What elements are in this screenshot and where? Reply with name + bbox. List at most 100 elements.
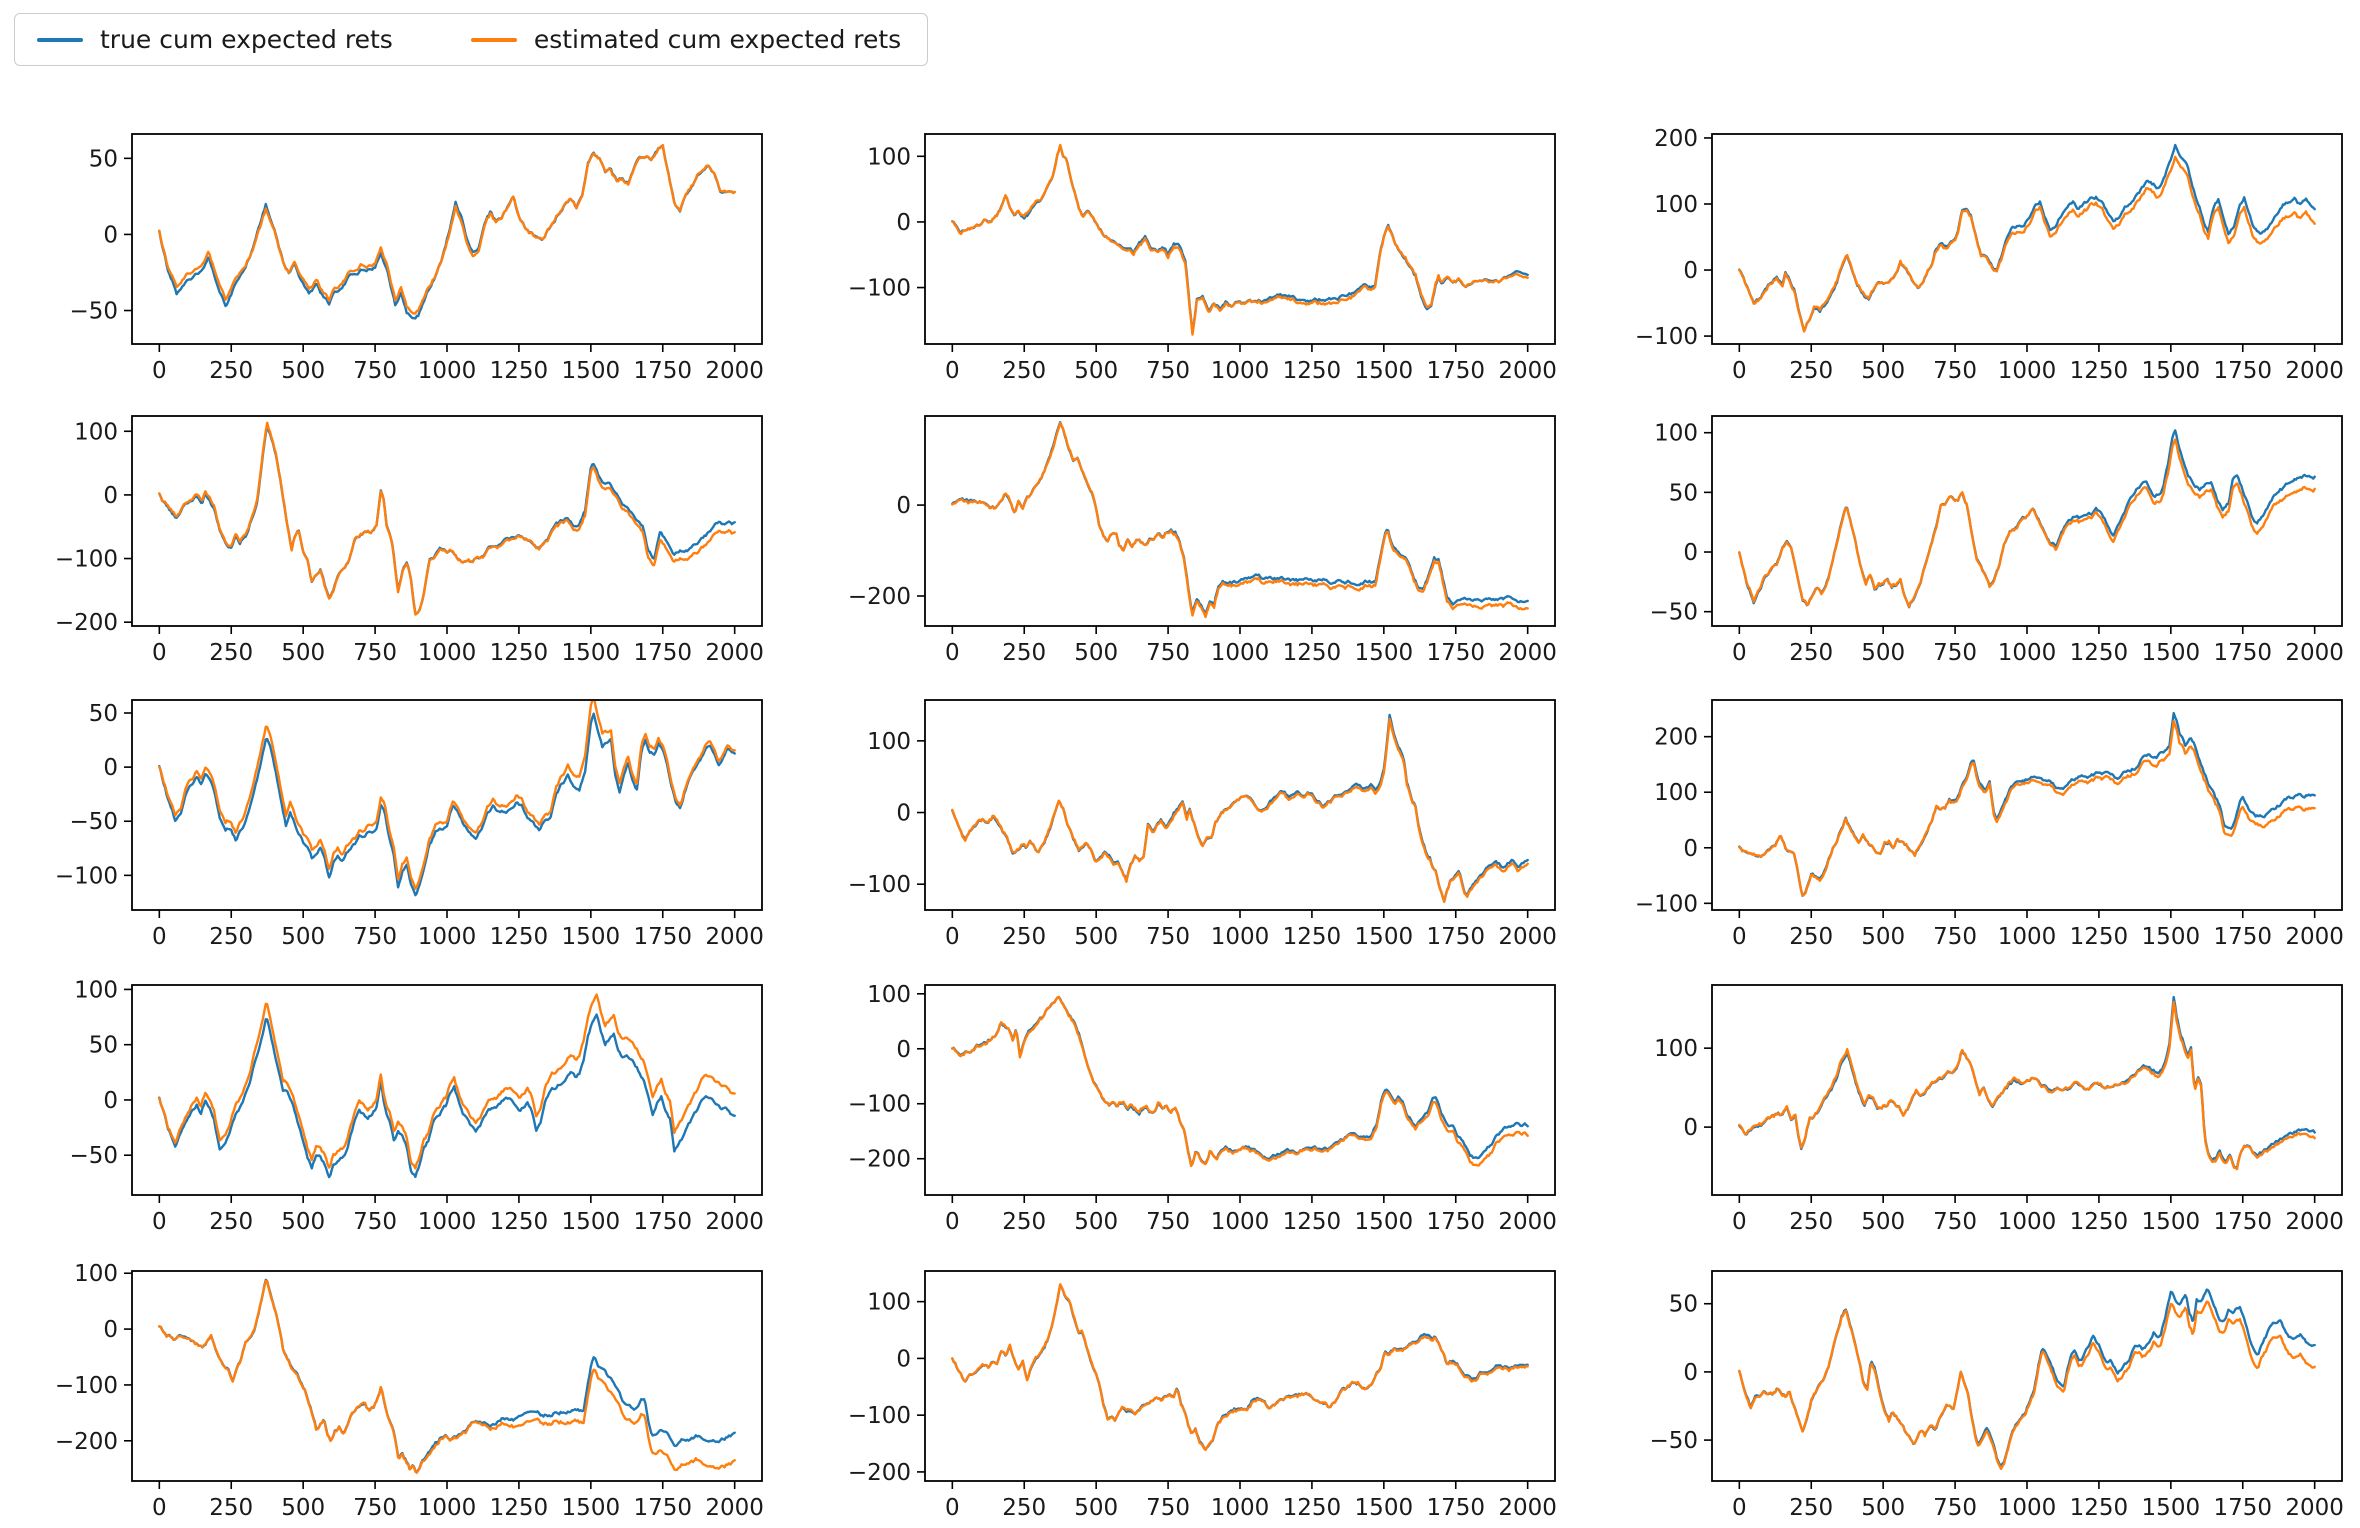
x-tick-label: 0 (945, 924, 960, 950)
plot-border (924, 133, 1556, 345)
x-tick-label: 750 (353, 640, 397, 666)
plot-border (1711, 1270, 2343, 1482)
x-tick-label: 250 (1789, 1209, 1833, 1235)
x-tick-label: 500 (1074, 1495, 1118, 1521)
subplot-r5-c2: 1000−100−2000 250 500 750 1000 1250 1500 1750 20… (848, 1270, 1557, 1521)
y-tick-label: −100 (55, 1373, 118, 1399)
x-tick-label: 1250 (2070, 924, 2129, 950)
x-tick-label: 250 (209, 924, 253, 950)
true-line (951, 144, 1529, 334)
estimated-line (158, 144, 736, 315)
y-tick-label: −200 (848, 1460, 911, 1486)
estimated-line (1738, 155, 2316, 333)
x-tick-label: 0 (1732, 924, 1747, 950)
y-tick-label: 50 (89, 701, 118, 727)
x-tick-label: 1000 (1211, 1209, 1270, 1235)
y-tick-label: −100 (1635, 324, 1698, 350)
estimated-line (1738, 1000, 2316, 1171)
y-tick-label: −100 (848, 872, 911, 898)
estimated-line (1738, 438, 2316, 608)
plot-border (131, 133, 763, 345)
x-tick-label: 1250 (490, 1495, 549, 1521)
plot-border (924, 1270, 1556, 1482)
y-tick-label: −50 (1649, 1428, 1698, 1454)
x-tick-label: 250 (1002, 1209, 1046, 1235)
x-tick-label: 1500 (1355, 1209, 1414, 1235)
x-tick-label: 500 (1861, 358, 1905, 384)
x-tick-label: 1250 (1283, 358, 1342, 384)
y-tick-label: −50 (69, 299, 118, 325)
x-tick-label: 750 (1933, 640, 1977, 666)
legend-item-estimated: estimated cum expected rets (470, 25, 901, 54)
y-tick-label: 0 (896, 1037, 911, 1063)
x-tick-label: 1500 (2142, 1209, 2201, 1235)
estimated-line (158, 1279, 736, 1474)
y-tick-label: 100 (1654, 192, 1698, 218)
x-tick-label: 750 (1933, 1495, 1977, 1521)
subplot-r1-c2: 1000−1000 250 500 750 1000 1250 1500 1750 2000 (848, 133, 1557, 384)
x-tick-label: 2000 (2285, 640, 2344, 666)
y-tick-label: 100 (867, 144, 911, 170)
estimated-line (951, 1283, 1529, 1452)
plot-border (1711, 415, 2343, 627)
x-tick-label: 2000 (1498, 1209, 1557, 1235)
x-tick-label: 1000 (1998, 924, 2057, 950)
x-tick-label: 0 (945, 358, 960, 384)
x-tick-label: 1000 (1211, 358, 1270, 384)
x-tick-label: 1750 (1426, 1209, 1485, 1235)
plot-border (131, 415, 763, 627)
x-tick-label: 1750 (633, 1209, 692, 1235)
y-tick-label: 0 (1683, 1115, 1698, 1141)
x-tick-label: 500 (1861, 1495, 1905, 1521)
x-tick-label: 1000 (418, 1495, 477, 1521)
x-tick-label: 1750 (2213, 1209, 2272, 1235)
x-tick-label: 250 (1002, 1495, 1046, 1521)
y-tick-label: −100 (848, 1403, 911, 1429)
legend-label-true: true cum expected rets (100, 25, 393, 54)
x-tick-label: 500 (281, 1495, 325, 1521)
y-tick-label: −50 (1649, 600, 1698, 626)
x-tick-label: 2000 (705, 1209, 764, 1235)
x-tick-label: 1750 (633, 1495, 692, 1521)
y-tick-label: −100 (55, 547, 118, 573)
x-tick-label: 1000 (1998, 1495, 2057, 1521)
true-line (158, 424, 736, 616)
y-tick-label: 100 (74, 419, 118, 445)
y-tick-label: −50 (69, 809, 118, 835)
x-tick-label: 1750 (2213, 358, 2272, 384)
y-tick-label: −100 (848, 276, 911, 302)
x-tick-label: 0 (945, 1495, 960, 1521)
x-tick-label: 250 (209, 640, 253, 666)
x-tick-label: 1500 (1355, 1495, 1414, 1521)
true-line (158, 1013, 736, 1179)
x-tick-label: 1750 (633, 924, 692, 950)
y-tick-label: 0 (896, 493, 911, 519)
y-tick-label: 100 (74, 1261, 118, 1287)
y-tick-label: 0 (1683, 540, 1698, 566)
x-tick-label: 0 (1732, 358, 1747, 384)
true-line (1738, 429, 2316, 609)
plot-border (924, 984, 1556, 1196)
x-tick-label: 2000 (705, 358, 764, 384)
y-tick-label: 50 (1669, 1292, 1698, 1318)
x-tick-label: 1250 (2070, 1495, 2129, 1521)
x-tick-label: 1250 (1283, 1209, 1342, 1235)
x-tick-label: 250 (1789, 358, 1833, 384)
estimated-line (158, 701, 736, 890)
estimated-line (951, 995, 1529, 1168)
y-tick-label: 0 (103, 1317, 118, 1343)
x-tick-label: 250 (1789, 1495, 1833, 1521)
y-tick-label: 100 (74, 977, 118, 1003)
x-tick-label: 750 (1146, 1495, 1190, 1521)
x-tick-label: 500 (1074, 640, 1118, 666)
subplot-r5-c1: 1000−100−2000 250 500 750 1000 1250 1500 1750 20… (55, 1261, 764, 1521)
x-tick-label: 1500 (2142, 358, 2201, 384)
y-tick-label: 0 (1683, 836, 1698, 862)
x-tick-label: 2000 (1498, 358, 1557, 384)
x-tick-label: 0 (152, 1495, 167, 1521)
estimated-line (951, 717, 1529, 903)
y-tick-label: 0 (103, 222, 118, 248)
y-tick-label: 0 (1683, 1360, 1698, 1386)
